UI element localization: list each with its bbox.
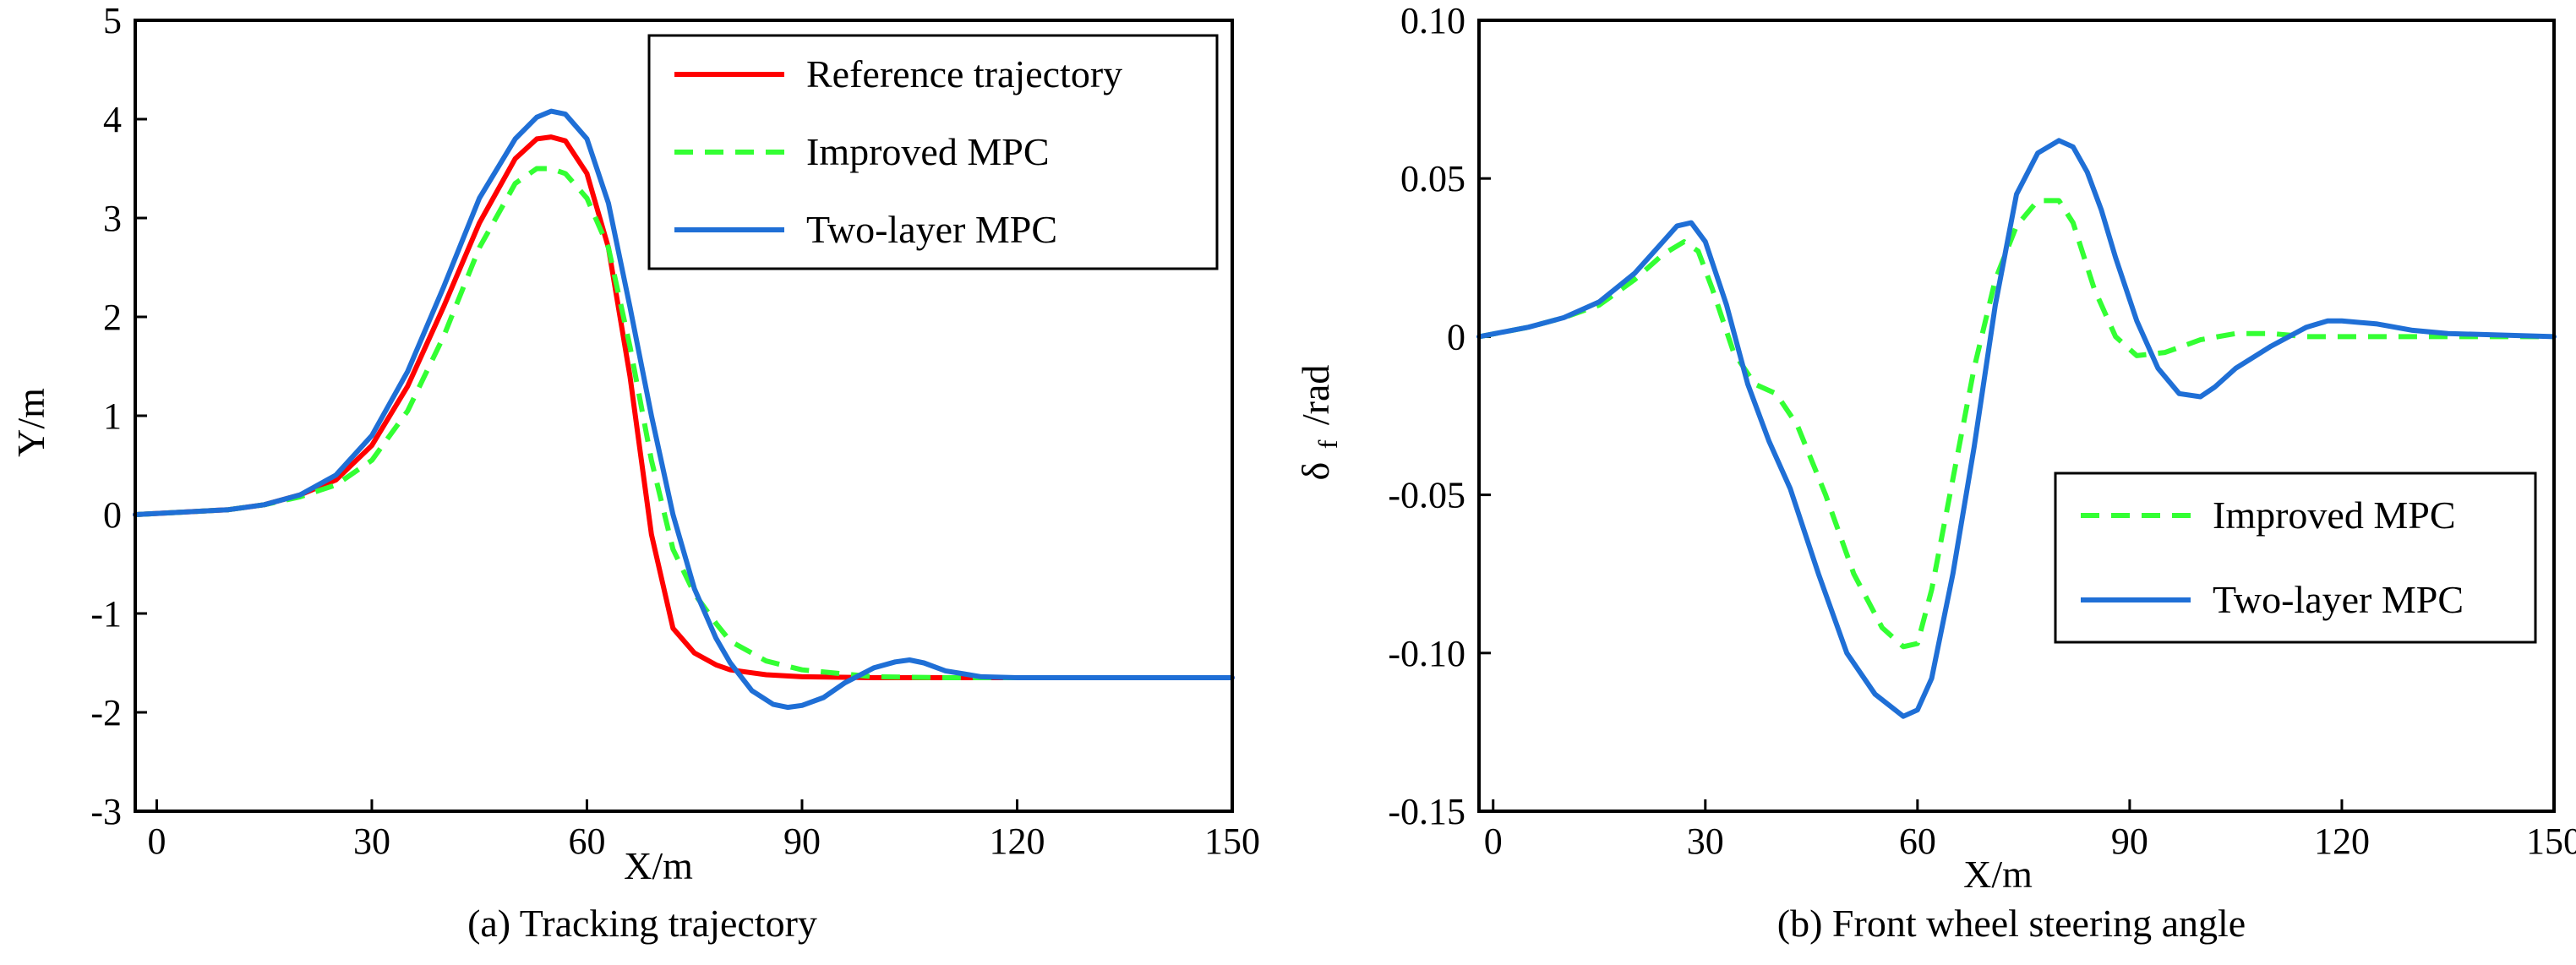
x-tick-label: 90 [2111,821,2148,862]
y-tick-label: -1 [90,593,122,635]
panel-b-y-axis-label-subscript: f [1313,439,1343,449]
panel-b-tick-labels: 0 30 60 90 120 150 -0.15 -0.10 -0.05 0 0.05 0.10 [1388,0,2576,862]
panel-tracking-trajectory: 0 30 60 90 120 150 -3 -2 -1 0 1 2 3 4 5 X/m Y/m (a) Tr… [9,0,1260,945]
x-tick-label: 30 [1687,821,1724,862]
x-tick-label: 0 [1484,821,1503,862]
panel-b-caption: (b) Front wheel steering angle [1777,902,2246,945]
panel-b-ticks [1479,19,2556,813]
panel-b-plot-frame [1477,19,2556,813]
series-line-improved-mpc [1478,198,2554,650]
x-tick-label: 60 [568,821,605,862]
y-tick-label: 0 [103,494,122,536]
y-tick-label: -2 [90,692,122,733]
panel-a-y-axis-label: Y/m [9,388,52,457]
panel-a-tick-labels: 0 30 60 90 120 150 -3 -2 -1 0 1 2 3 4 5 [90,0,1260,862]
panel-b-legend: Improved MPC Two-layer MPC [2054,472,2537,644]
panel-a-x-axis-label: X/m [624,844,693,887]
panel-b-y-axis-label-unit: /rad [1294,365,1337,426]
panel-b-series [1476,138,2557,719]
panel-a-plot-frame [134,19,1234,813]
x-tick-label: 150 [2526,821,2576,862]
panel-a-series [133,108,1235,711]
legend-box [2054,472,2537,644]
y-tick-label: -0.15 [1388,791,1465,832]
y-tick-label: 0 [1447,316,1465,357]
y-tick-label: 0.10 [1400,0,1465,41]
y-tick-label: -0.10 [1388,633,1465,674]
panel-front-wheel-steering-angle: 0 30 60 90 120 150 -0.15 -0.10 -0.05 0 0.05 0.10 X/… [1294,0,2576,945]
x-tick-label: 120 [989,821,1045,862]
x-tick-label: 120 [2314,821,2370,862]
x-tick-label: 150 [1204,821,1260,862]
panel-b-y-axis-label-symbol: δ [1294,462,1337,481]
legend-label: Two-layer MPC [806,208,1057,251]
panel-a-legend: Reference trajectory Improved MPC Two-laye… [647,34,1219,270]
x-tick-label: 60 [1899,821,1936,862]
series-line-two-layer-mpc [1476,138,2557,719]
x-tick-label: 90 [783,821,821,862]
series-line-improved-mpc [134,166,1232,680]
y-tick-label: -3 [90,791,122,832]
y-tick-label: -0.05 [1388,475,1465,516]
x-tick-label: 0 [147,821,166,862]
panel-b-y-axis-label: δ f /rad [1294,365,1345,481]
legend-label: Two-layer MPC [2213,578,2464,621]
legend-label: Reference trajectory [806,52,1122,95]
panel-a-caption: (a) Tracking trajectory [467,902,817,945]
panel-b-x-axis-label: X/m [1963,853,2033,896]
series-line-two-layer-mpc [133,108,1235,711]
y-tick-label: 2 [103,297,122,338]
y-tick-label: 1 [103,395,122,437]
x-tick-label: 30 [353,821,390,862]
legend-label: Improved MPC [2213,493,2456,537]
legend-label: Improved MPC [806,130,1050,173]
y-tick-label: 3 [103,198,122,239]
y-tick-label: 4 [103,99,122,140]
y-tick-label: 5 [103,0,122,41]
y-tick-label: 0.05 [1400,158,1465,199]
series-line-reference-trajectory [133,134,1235,680]
